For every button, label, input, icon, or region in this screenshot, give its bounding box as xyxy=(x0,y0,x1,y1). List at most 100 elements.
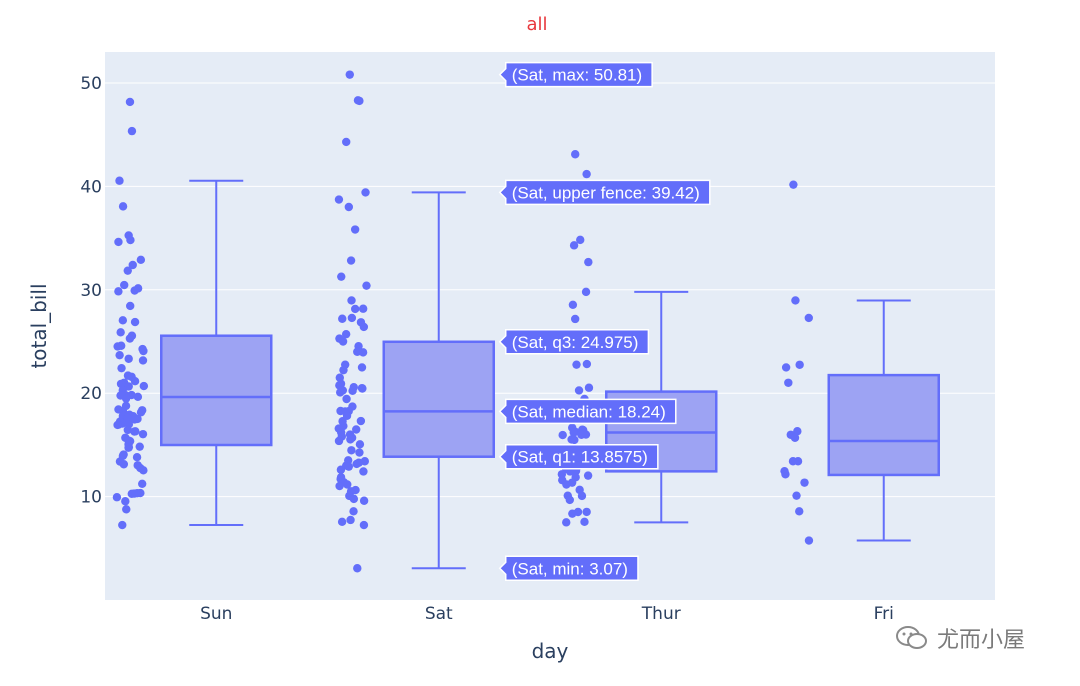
data-point xyxy=(584,257,593,267)
data-point xyxy=(126,301,135,311)
data-point xyxy=(572,360,581,369)
data-point xyxy=(139,346,148,356)
data-point xyxy=(562,480,571,489)
data-point xyxy=(804,536,814,545)
y-tick-label: 40 xyxy=(80,177,102,197)
hover-label: (Sat, upper fence: 39.42) xyxy=(498,179,711,206)
data-point xyxy=(123,425,132,435)
data-point xyxy=(571,150,580,159)
data-point xyxy=(130,427,139,436)
x-tick-label: Fri xyxy=(874,604,894,624)
data-point xyxy=(124,443,133,452)
data-point xyxy=(562,518,571,527)
data-point xyxy=(121,497,130,506)
data-point xyxy=(130,377,140,386)
data-point xyxy=(118,202,128,211)
data-point xyxy=(341,329,351,339)
data-point xyxy=(582,507,591,517)
data-point xyxy=(136,255,146,265)
data-point xyxy=(584,383,594,392)
data-point xyxy=(116,379,126,389)
data-point xyxy=(344,202,354,212)
x-axis-ticks: Sun Sat Thur Fri xyxy=(200,604,894,624)
data-point xyxy=(338,314,347,323)
data-point xyxy=(558,430,567,440)
data-point xyxy=(115,176,124,185)
data-point xyxy=(125,334,135,343)
y-tick-label: 20 xyxy=(80,384,102,404)
data-point xyxy=(118,316,128,325)
data-point xyxy=(347,296,356,305)
data-point xyxy=(130,286,139,295)
hover-label: (Sat, q1: 13.8575) xyxy=(498,443,659,470)
hover-label: (Sat, max: 50.81) xyxy=(498,61,653,88)
box-sat xyxy=(382,191,495,570)
data-point xyxy=(339,365,348,375)
data-point xyxy=(135,442,144,451)
data-point xyxy=(569,241,579,250)
data-point xyxy=(139,381,149,391)
data-point xyxy=(791,296,800,305)
data-point xyxy=(130,317,140,327)
y-tick-label: 30 xyxy=(80,281,102,301)
hover-label-text: (Sat, q3: 24.975) xyxy=(512,333,639,352)
data-point xyxy=(792,491,801,500)
data-point xyxy=(581,287,591,297)
data-point xyxy=(120,280,129,290)
data-point xyxy=(336,465,346,474)
hover-label-text: (Sat, q1: 13.8575) xyxy=(512,448,648,467)
data-point xyxy=(583,471,593,480)
data-point xyxy=(359,496,369,505)
data-point xyxy=(347,313,357,323)
data-point xyxy=(132,453,142,462)
data-point xyxy=(570,435,579,445)
data-point xyxy=(795,360,804,369)
data-point xyxy=(343,480,352,489)
hover-label-box xyxy=(498,555,639,582)
data-point xyxy=(139,466,148,475)
data-point xyxy=(337,517,347,527)
data-point xyxy=(565,495,575,505)
data-point xyxy=(357,363,367,372)
data-point xyxy=(334,436,344,446)
x-tick-label: Sat xyxy=(425,604,453,624)
data-point xyxy=(346,256,356,265)
hover-labels: (Sat, max: 50.81) (Sat, upper fence: 39.4… xyxy=(498,61,711,582)
data-point xyxy=(119,460,129,469)
data-point xyxy=(355,96,364,106)
data-point xyxy=(356,416,366,426)
data-point xyxy=(781,470,790,479)
data-point xyxy=(570,314,580,324)
hover-label-box xyxy=(498,398,677,425)
data-point xyxy=(336,388,345,397)
data-point xyxy=(574,386,584,395)
data-point xyxy=(350,225,360,234)
data-point xyxy=(350,304,360,314)
data-point xyxy=(127,126,137,136)
hover-label-text: (Sat, min: 3.07) xyxy=(512,559,628,578)
data-point xyxy=(112,493,122,502)
data-point xyxy=(122,505,131,514)
box-iqr xyxy=(160,334,273,447)
y-axis-title: total_bill xyxy=(27,283,51,368)
data-point xyxy=(795,507,804,516)
data-point xyxy=(793,427,802,436)
data-point xyxy=(136,408,146,417)
box-iqr xyxy=(382,340,495,458)
hover-label-text: (Sat, upper fence: 39.42) xyxy=(512,183,700,202)
hover-label: (Sat, median: 18.24) xyxy=(498,398,677,425)
hover-label: (Sat, min: 3.07) xyxy=(498,555,639,582)
data-point xyxy=(359,467,368,476)
data-point xyxy=(359,322,369,332)
data-point xyxy=(116,328,125,337)
data-point xyxy=(577,491,587,501)
data-point xyxy=(577,430,586,439)
data-point xyxy=(582,359,592,369)
data-point xyxy=(128,260,137,270)
data-point xyxy=(355,440,365,449)
hover-label-box xyxy=(498,61,653,88)
hover-label-text: (Sat, max: 50.81) xyxy=(512,66,642,85)
y-tick-label: 10 xyxy=(80,488,102,508)
data-point xyxy=(346,435,355,444)
data-point xyxy=(781,363,791,372)
